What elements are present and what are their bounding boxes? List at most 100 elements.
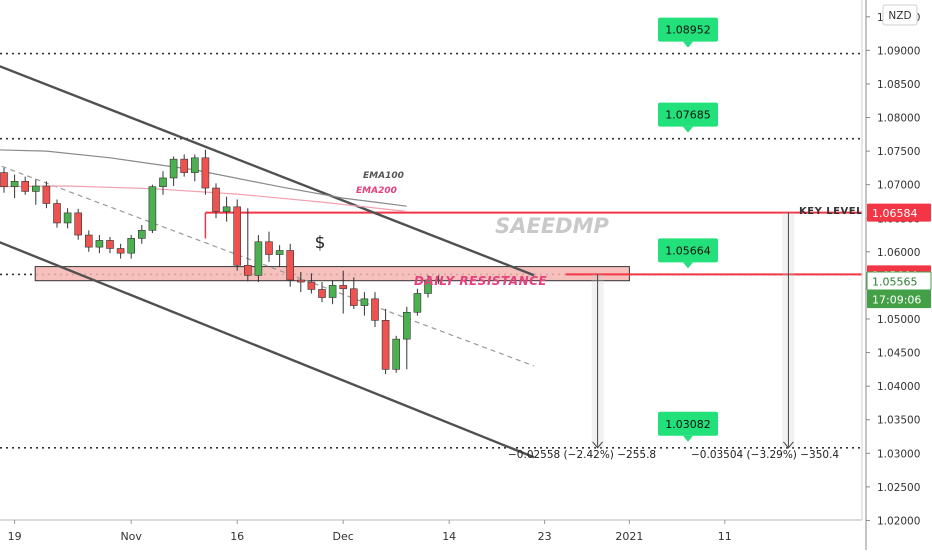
candle-body (413, 293, 422, 313)
level-badge (658, 102, 718, 127)
channel-mid-line (0, 165, 535, 367)
price-tag-label: 17:09:06 (872, 294, 921, 307)
level-badge-pointer (683, 41, 693, 48)
channel-upper-line (0, 65, 535, 277)
price-tag (867, 290, 931, 309)
price-tag-label: 1.06584 (872, 207, 918, 220)
price-tag (866, 271, 932, 291)
level-badge (658, 17, 718, 42)
candle-body (138, 230, 146, 239)
candle-body (0, 172, 8, 187)
candle-body (318, 289, 326, 298)
candle-body (360, 298, 369, 306)
candle-body (180, 158, 188, 173)
candle-body (434, 279, 443, 282)
candle-body (63, 212, 72, 224)
candle-body (381, 320, 390, 370)
candle-body (31, 185, 40, 192)
x-tick-label: 16 (230, 530, 244, 543)
candle-body (74, 212, 82, 236)
candle-body (116, 248, 125, 254)
price-tag-label: 1.05565 (872, 276, 918, 289)
candle-body (222, 206, 231, 212)
candle-body (201, 157, 210, 189)
candle-body (424, 279, 432, 294)
candle-body (244, 264, 252, 276)
price-tag (867, 203, 931, 222)
candle-body (10, 181, 19, 187)
ema200-label: EMA200 (356, 186, 397, 196)
candle-body (275, 250, 284, 255)
y-tick-label: 1.04500 (877, 348, 920, 360)
y-tick-label: 1.07000 (877, 180, 920, 192)
candle-body (169, 158, 178, 179)
candle-body (349, 288, 358, 306)
y-tick-label: 1.03500 (877, 415, 920, 427)
y-tick-label: 1.07500 (877, 146, 920, 158)
daily-resistance-label: DAILY RESISTANCE (414, 274, 547, 288)
candle-body (148, 186, 157, 231)
measure-left-label: −0.02558 (−2.42%) −255.8 (508, 449, 656, 461)
level-badge-pointer (683, 435, 693, 442)
level-badge-label: 1.08952 (665, 24, 711, 37)
level-badge (658, 238, 718, 263)
level-badge-label: 1.05664 (665, 244, 711, 257)
y-tick-label: 1.05000 (877, 314, 920, 326)
ema200-line (0, 185, 407, 213)
x-tick-label: 14 (442, 530, 456, 543)
x-tick-label: 11 (718, 530, 732, 543)
candle-body (286, 250, 295, 281)
watermark: SAEEDMP (495, 214, 609, 238)
dollar-marker: $ (315, 233, 326, 253)
candle-body (307, 281, 316, 290)
candle-body (85, 234, 93, 248)
y-tick-label: 1.09000 (877, 45, 920, 57)
candle-body (42, 185, 51, 204)
candle-body (159, 177, 167, 187)
candle-body (371, 298, 379, 321)
key-level-label: KEY LEVEL (799, 206, 863, 217)
level-badge-label: 1.03082 (665, 418, 711, 431)
level-badge-pointer (683, 262, 693, 269)
level-badge (658, 411, 718, 436)
plot-area (0, 0, 862, 520)
candle-body (191, 157, 199, 173)
y-tick-label: 1.06000 (877, 247, 920, 259)
channel-lower-line (0, 241, 535, 459)
ema100-label: EMA100 (363, 171, 404, 181)
measure-right-label: −0.03504 (−3.29%) −350.4 (691, 449, 839, 461)
currency-label: NZD (888, 10, 911, 22)
y-tick-label: 1.04000 (877, 381, 920, 393)
candle-body (212, 187, 220, 212)
candle-body (127, 238, 135, 254)
x-tick-label: 23 (538, 530, 552, 543)
candle-body (53, 203, 61, 224)
candle-body (95, 240, 104, 248)
candle-body (265, 241, 273, 255)
candle-body (21, 181, 30, 192)
candle-body (402, 311, 411, 340)
y-tick-label: 1.08500 (877, 79, 920, 91)
y-tick-label: 1.08000 (877, 113, 920, 125)
measure-arrow-head (783, 441, 794, 449)
candle-body (339, 285, 348, 290)
candle-body (296, 279, 305, 283)
x-tick-label: Dec (333, 530, 354, 543)
candle-body (106, 240, 114, 249)
candle-body (254, 241, 263, 276)
measure-arrow-head (592, 441, 603, 449)
candle-body (233, 206, 241, 266)
x-tick-label: Nov (120, 530, 142, 543)
currency-box (882, 4, 918, 26)
level-badge-label: 1.07685 (665, 109, 711, 122)
x-tick-label: 2021 (615, 530, 643, 543)
candle-body (328, 285, 337, 298)
y-tick-label: 1.02000 (877, 515, 920, 527)
candle-body (392, 338, 401, 370)
x-tick-label: 19 (8, 530, 22, 543)
level-badge-pointer (683, 126, 693, 133)
y-tick-label: 1.02500 (877, 482, 920, 494)
y-tick-label: 1.03000 (877, 448, 920, 460)
